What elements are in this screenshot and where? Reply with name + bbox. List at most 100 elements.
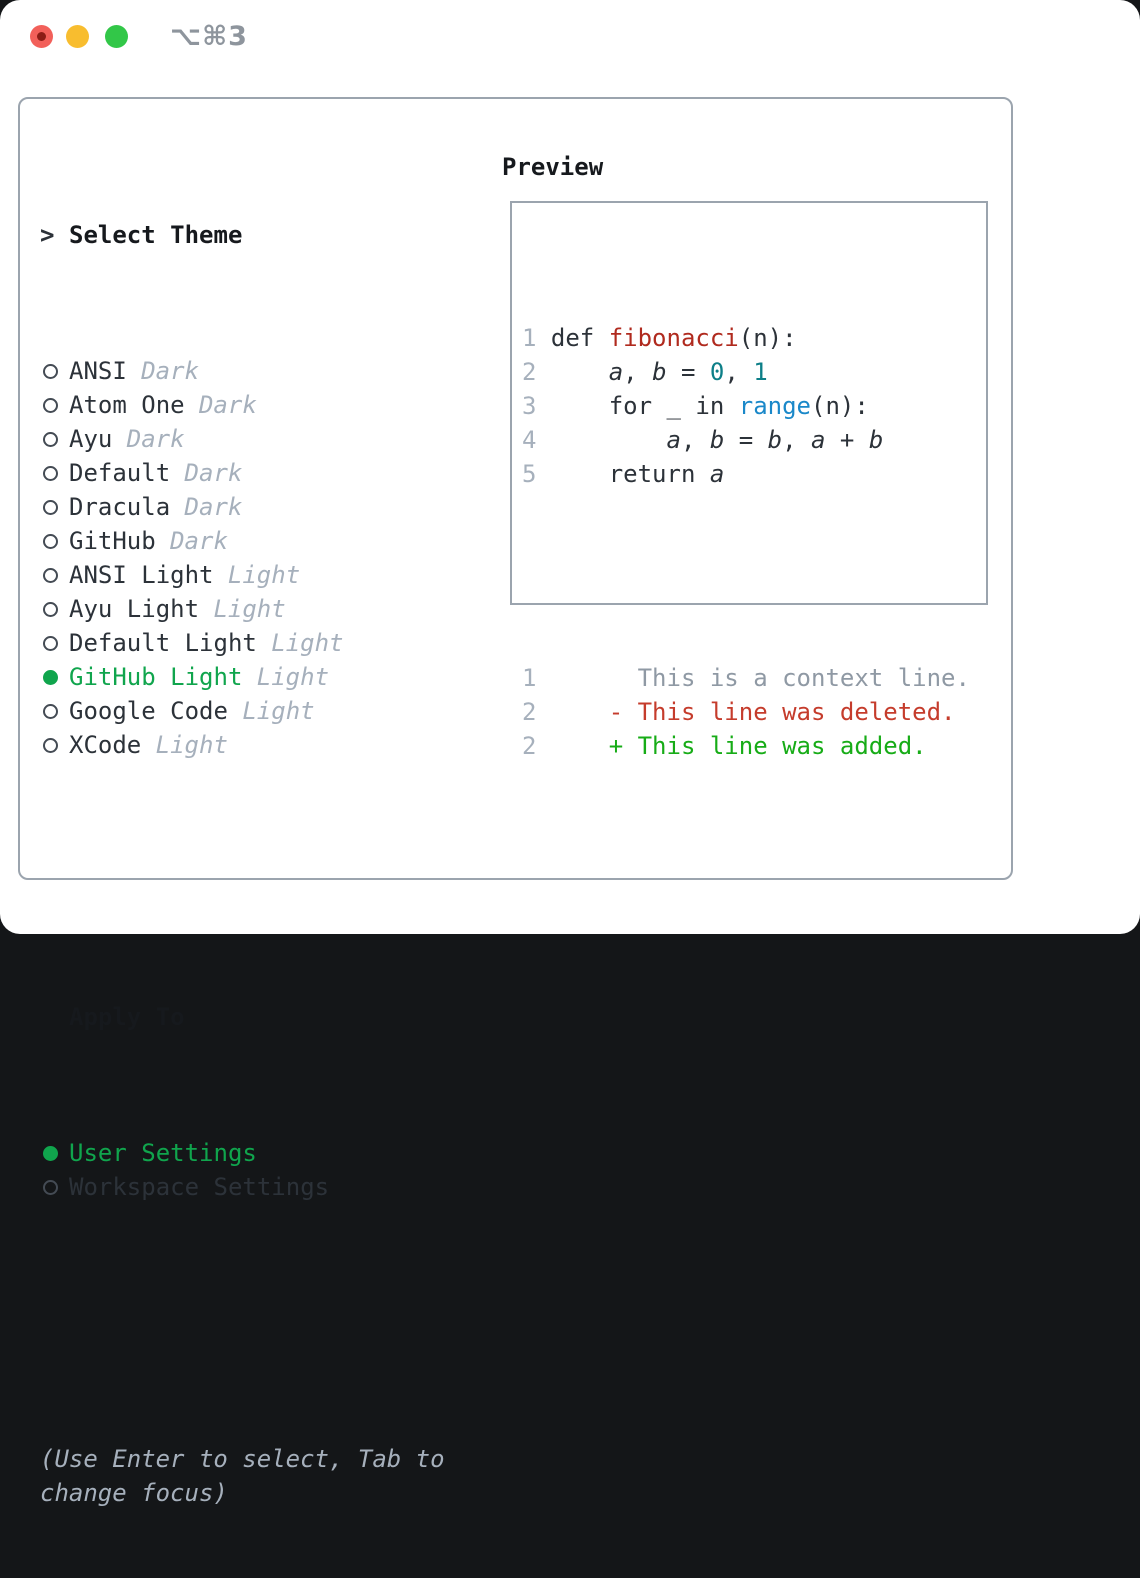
radio-selected-icon — [43, 1145, 58, 1161]
theme-variant-badge: Light — [256, 663, 330, 691]
radio-unselected-icon — [43, 465, 58, 481]
minimize-button[interactable] — [66, 25, 89, 48]
radio-unselected-icon — [43, 601, 58, 617]
line-number: 5 — [522, 460, 551, 488]
theme-name: Default Light — [69, 629, 257, 657]
theme-option[interactable]: Google Code Light — [40, 694, 459, 728]
apply-to-header: Apply To — [40, 1000, 459, 1034]
diff-text: This is a context line. — [608, 664, 970, 692]
radio-icon — [40, 601, 69, 617]
title-bar: ⌥⌘3 — [0, 0, 1140, 74]
theme-name: ANSI Light — [69, 561, 214, 589]
line-number: 3 — [522, 392, 551, 420]
theme-variant-badge: Dark — [141, 357, 199, 385]
theme-option[interactable]: Atom One Dark — [40, 388, 459, 422]
code-token: def — [550, 324, 609, 352]
code-token: a — [709, 460, 725, 488]
theme-variant-badge: Light — [271, 629, 344, 657]
code-token: (n): — [811, 392, 869, 420]
theme-picker-left-column: > Select Theme ANSI Dark Atom One Dark Ayu Da… — [40, 150, 459, 1578]
radio-icon — [40, 567, 69, 583]
theme-option[interactable]: GitHub Light Light — [40, 660, 459, 694]
select-theme-header: > Select Theme — [40, 218, 459, 252]
theme-option[interactable]: Default Light Light — [40, 626, 459, 660]
code-token: b — [652, 358, 667, 386]
code-token: , — [782, 426, 812, 454]
radio-icon — [40, 635, 69, 651]
apply-to-option[interactable]: User Settings — [40, 1136, 459, 1170]
close-button[interactable] — [30, 25, 53, 48]
line-number: 2 — [522, 732, 609, 760]
code-token: b — [709, 426, 725, 454]
radio-icon — [40, 669, 69, 685]
window-title: ⌥⌘3 — [170, 21, 248, 52]
theme-name: GitHub Light — [69, 663, 243, 691]
theme-picker-panel: > Select Theme ANSI Dark Atom One Dark Ayu Da… — [18, 97, 1013, 1507]
radio-unselected-icon — [43, 431, 58, 447]
radio-unselected-icon — [43, 737, 58, 753]
theme-name: Dracula — [69, 493, 171, 521]
radio-icon — [40, 363, 69, 379]
radio-unselected-icon — [43, 397, 58, 413]
theme-variant-badge: Dark — [170, 527, 228, 555]
diff-text: - This line was deleted. — [608, 698, 956, 726]
theme-option[interactable]: XCode Light — [40, 728, 459, 762]
code-token: = — [666, 358, 710, 386]
code-line: 1 def fibonacci(n): — [522, 321, 986, 355]
diff-text: + This line was added. — [608, 732, 927, 760]
theme-option[interactable]: Default Dark — [40, 456, 459, 490]
code-token: a — [608, 358, 624, 386]
code-token — [551, 426, 667, 454]
theme-name: GitHub — [69, 527, 156, 555]
code-line: 4 a, b = b, a + b — [522, 423, 986, 457]
theme-name: Ayu — [69, 425, 113, 453]
theme-option[interactable]: Ayu Dark — [40, 422, 459, 456]
theme-variant-badge: Dark — [184, 493, 243, 521]
code-token: = — [724, 426, 768, 454]
theme-name: Atom One — [69, 391, 185, 419]
line-number: 1 — [522, 664, 609, 692]
code-token: 0 — [709, 358, 725, 386]
code-line: 5 return a — [522, 457, 986, 491]
theme-variant-badge: Light — [213, 595, 286, 623]
code-token: b — [868, 426, 884, 454]
code-token: a — [811, 426, 826, 454]
code-token: return — [550, 460, 710, 488]
theme-option[interactable]: Ayu Light Light — [40, 592, 459, 626]
zoom-button[interactable] — [105, 25, 128, 48]
selection-caret-icon: > — [40, 221, 55, 249]
theme-option[interactable]: ANSI Light Light — [40, 558, 459, 592]
line-number: 2 — [522, 358, 551, 386]
radio-selected-icon — [43, 669, 58, 685]
blank-line — [522, 559, 986, 593]
radio-icon — [40, 1179, 69, 1195]
radio-icon — [40, 431, 69, 447]
radio-icon — [40, 499, 69, 515]
theme-option[interactable]: Dracula Dark — [40, 490, 459, 524]
radio-unselected-icon — [43, 1179, 58, 1195]
line-number: 2 — [522, 698, 609, 726]
theme-name: Default — [69, 459, 171, 487]
radio-icon — [40, 465, 69, 481]
radio-icon — [40, 533, 69, 549]
theme-name: ANSI — [69, 357, 127, 385]
radio-icon — [40, 397, 69, 413]
code-token: (n): — [738, 324, 797, 352]
code-token: a — [666, 426, 681, 454]
apply-to-label: Workspace Settings — [69, 1173, 330, 1201]
theme-option[interactable]: GitHub Dark — [40, 524, 459, 558]
code-token: fibonacci — [608, 324, 739, 352]
diff-line: 2 - This line was deleted. — [522, 695, 986, 729]
line-number: 1 — [522, 324, 551, 352]
radio-icon — [40, 1145, 69, 1161]
diff-line: 2 + This line was added. — [522, 729, 986, 763]
theme-variant-badge: Dark — [126, 425, 185, 453]
select-theme-header-label: Select Theme — [69, 221, 243, 249]
theme-option[interactable]: ANSI Dark — [40, 354, 459, 388]
code-token: b — [767, 426, 783, 454]
preview-header: Preview — [502, 153, 604, 181]
radio-icon — [40, 703, 69, 719]
apply-to-option[interactable]: Workspace Settings — [40, 1170, 459, 1204]
